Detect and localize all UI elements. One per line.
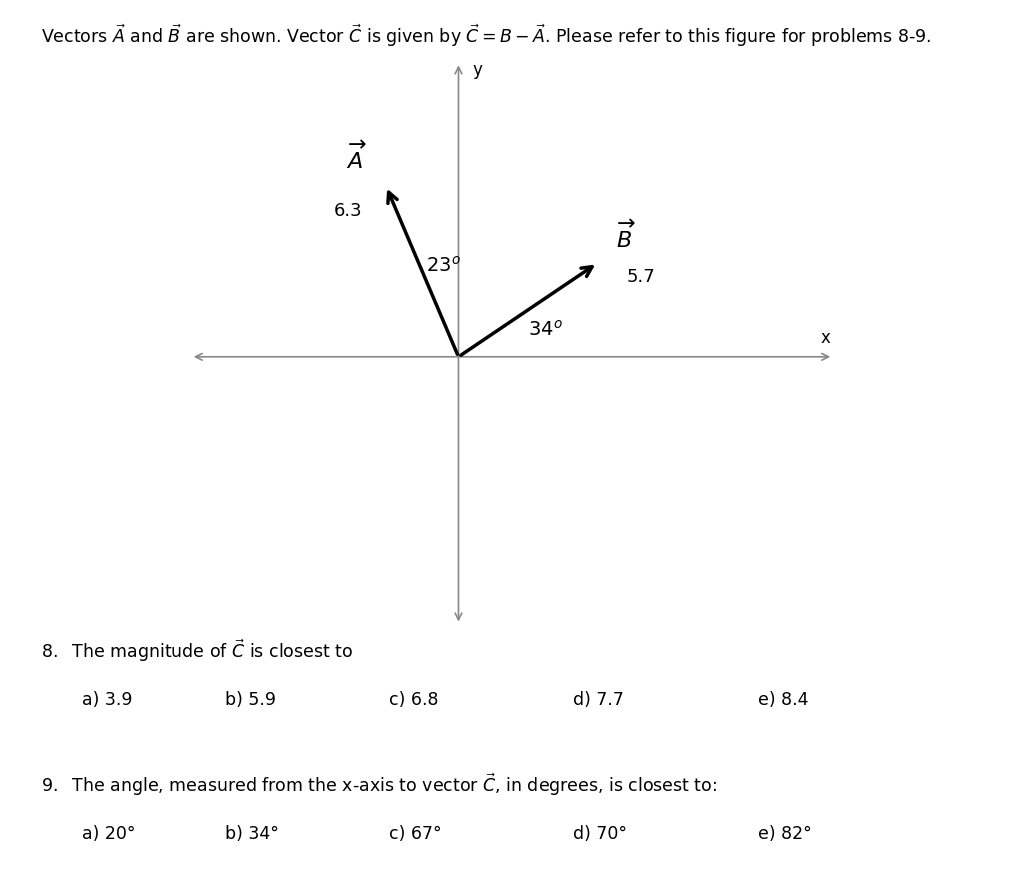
Text: 6.3: 6.3 [334, 202, 362, 220]
Text: y: y [472, 62, 482, 79]
Text: 9.  The angle, measured from the x-axis to vector $\vec{C}$, in degrees, is clos: 9. The angle, measured from the x-axis t… [41, 772, 717, 798]
Text: 5.7: 5.7 [627, 268, 655, 286]
Text: e) 82°: e) 82° [758, 825, 811, 843]
Text: c) 6.8: c) 6.8 [389, 691, 438, 709]
Text: 8.  The magnitude of $\vec{C}$ is closest to: 8. The magnitude of $\vec{C}$ is closest… [41, 638, 353, 665]
Text: Vectors $\vec{A}$ and $\vec{B}$ are shown. Vector $\vec{C}$ is given by $\vec{C}: Vectors $\vec{A}$ and $\vec{B}$ are show… [41, 22, 932, 49]
Text: 34$^o$: 34$^o$ [528, 320, 563, 340]
Text: b) 34°: b) 34° [225, 825, 280, 843]
Text: e) 8.4: e) 8.4 [758, 691, 808, 709]
Text: x: x [820, 329, 830, 347]
Text: d) 7.7: d) 7.7 [573, 691, 625, 709]
Text: c) 67°: c) 67° [389, 825, 441, 843]
Text: a) 3.9: a) 3.9 [82, 691, 132, 709]
Text: a) 20°: a) 20° [82, 825, 135, 843]
Text: b) 5.9: b) 5.9 [225, 691, 276, 709]
Text: $\overrightarrow{A}$: $\overrightarrow{A}$ [346, 141, 368, 173]
Text: 23$^o$: 23$^o$ [426, 256, 461, 276]
Text: d) 70°: d) 70° [573, 825, 628, 843]
Text: $\overrightarrow{B}$: $\overrightarrow{B}$ [616, 220, 636, 252]
